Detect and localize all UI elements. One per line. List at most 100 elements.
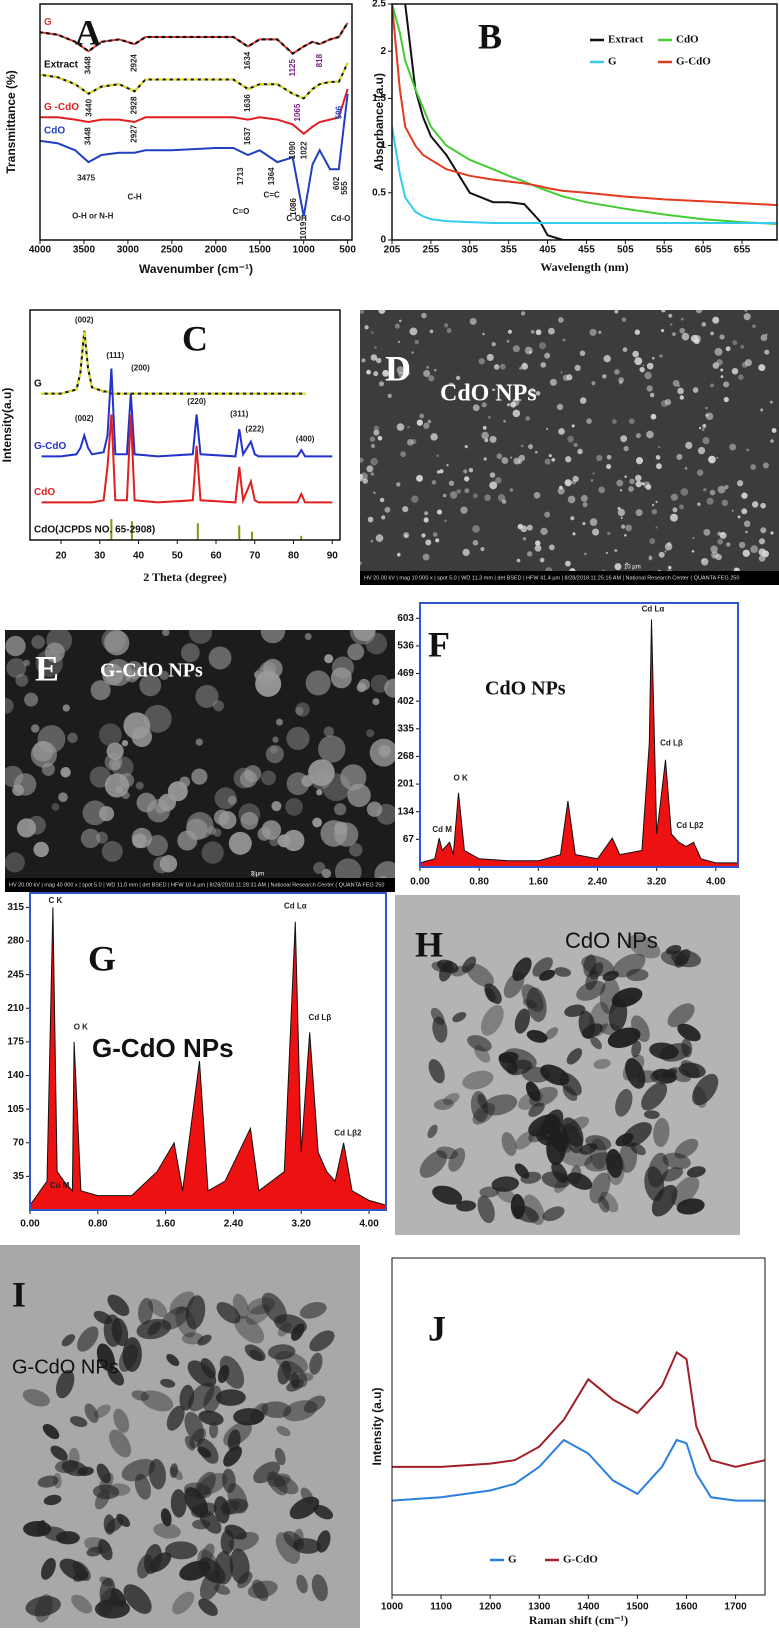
micrograph: I G-CdO NPs	[0, 1245, 360, 1628]
x-tick-label: 20	[55, 551, 67, 562]
x-tick-label: 4.00	[359, 1219, 379, 1230]
x-tick-label: 305	[461, 245, 478, 256]
annotation: 1022	[300, 141, 309, 159]
x-tick-label: 60	[210, 551, 222, 562]
panel-letter: F	[428, 624, 450, 664]
series-line-pattern	[40, 330, 307, 395]
x-tick-label: 655	[734, 245, 751, 256]
annotation: 555	[340, 181, 349, 195]
panel-letter: H	[415, 924, 443, 964]
micrograph: H CdO NPs	[395, 895, 740, 1235]
x-tick-label: 1500	[249, 245, 272, 256]
spectrum-area	[30, 907, 386, 1210]
plot-area	[40, 330, 333, 540]
spectrum-line	[420, 619, 738, 864]
x-tick-label: 1600	[675, 1602, 698, 1613]
y-tick-label: 201	[397, 779, 414, 790]
annotation: Cd Lβ	[660, 738, 683, 747]
series-line	[392, 1438, 765, 1502]
annotation: O K	[74, 1023, 88, 1032]
scale-text: 10 µm	[624, 565, 641, 571]
info-text: HV 20.00 kV | mag 10 000 x | spot 5.0 | …	[364, 575, 739, 581]
x-tick-label: 1200	[479, 1602, 502, 1613]
annotation: 818	[315, 53, 324, 67]
y-tick-label: 1	[380, 140, 386, 151]
annotation: C=C	[264, 190, 280, 199]
scale-text: 3 µm	[251, 872, 264, 878]
annotation: (002)	[75, 316, 94, 325]
plot-frame	[29, 309, 341, 541]
y-tick-label: 70	[13, 1137, 25, 1148]
chart-panel: 20 30 40 50 60 70 80 90 G G-CdO CdO CdO(JCPDS NO. 6…	[0, 309, 341, 584]
annotation: (111)	[106, 351, 124, 360]
annotation: Cd-O	[331, 214, 351, 223]
y-tick-label: 536	[397, 641, 414, 652]
y-axis-label: Transmittance (%)	[4, 70, 18, 173]
legend-label: G	[508, 1554, 517, 1566]
plot-area	[420, 619, 738, 867]
legend-label: CdO	[676, 34, 699, 46]
x-tick-label: 555	[656, 245, 673, 256]
series-label: CdO	[44, 126, 65, 137]
x-tick-label: 1700	[724, 1602, 747, 1613]
annotation: Cd Lβ2	[334, 1128, 362, 1137]
info-bar	[5, 878, 395, 892]
x-tick-label: 1000	[293, 245, 316, 256]
annotation: 1086	[289, 198, 298, 216]
x-tick-label: 1300	[528, 1602, 551, 1613]
legend-label: G-CdO	[676, 56, 711, 68]
annotation: (200)	[131, 364, 150, 373]
annotation: C=O	[233, 207, 250, 216]
series-label: CdO	[34, 487, 55, 498]
annotation: (400)	[296, 435, 315, 444]
annotation: C-H	[127, 193, 141, 202]
plot-frame	[39, 3, 353, 241]
x-tick-label: 3000	[117, 245, 140, 256]
y-tick-label: 335	[397, 723, 414, 734]
annotation: 2924	[130, 54, 139, 72]
annotation: 1125	[288, 58, 297, 76]
annotation: Cd Lβ	[309, 1013, 332, 1022]
micrograph-texture	[419, 934, 719, 1226]
panel-letter: G	[88, 938, 116, 978]
y-axis-label: Absorbance (a.u)	[372, 73, 386, 171]
annotation: 596	[334, 105, 343, 119]
annotation: (222)	[245, 424, 264, 433]
x-tick-label: 0.00	[410, 877, 430, 888]
annotation: 1065	[293, 103, 302, 121]
x-tick-label: 0.00	[20, 1219, 40, 1230]
y-axis-label: Intensity (a.u)	[370, 1387, 384, 1465]
plot-area	[40, 21, 349, 217]
panel-letter: C	[182, 318, 208, 358]
x-tick-label: 3500	[73, 245, 96, 256]
panel-letter: E	[35, 648, 59, 688]
annotation: (002)	[75, 414, 94, 423]
plot-frame	[419, 602, 739, 868]
series-line	[404, 4, 777, 240]
x-axis-label: Raman shift (cm⁻¹)	[529, 1613, 628, 1627]
x-tick-label: 505	[617, 245, 634, 256]
x-tick-label: 1100	[430, 1602, 452, 1613]
annotation: 1636	[243, 94, 252, 112]
y-tick-label: 469	[397, 668, 414, 679]
y-tick-label: 603	[397, 613, 414, 624]
series-label: G	[44, 17, 52, 28]
x-tick-label: 255	[423, 245, 440, 256]
panel-subtitle: CdO NPs	[485, 678, 566, 700]
micrograph-background	[360, 310, 779, 585]
x-tick-label: 355	[500, 245, 517, 256]
y-tick-label: 1.5	[372, 93, 386, 104]
plot-frame	[391, 3, 778, 241]
info-bar	[360, 571, 779, 585]
info-text: HV 20.00 kV | mag 40 000 x | spot 5.0 | …	[9, 882, 384, 888]
x-tick-label: 455	[578, 245, 595, 256]
x-tick-label: 3.20	[292, 1219, 312, 1230]
x-axis-label: Wavenumber (cm⁻¹)	[139, 262, 253, 276]
panel-label: G-CdO NPs	[100, 660, 203, 682]
series-line-pattern	[40, 61, 349, 100]
plot-frame	[29, 892, 387, 1211]
y-tick-label: 134	[397, 806, 414, 817]
y-axis-label: Intensity(a.u)	[0, 388, 14, 463]
